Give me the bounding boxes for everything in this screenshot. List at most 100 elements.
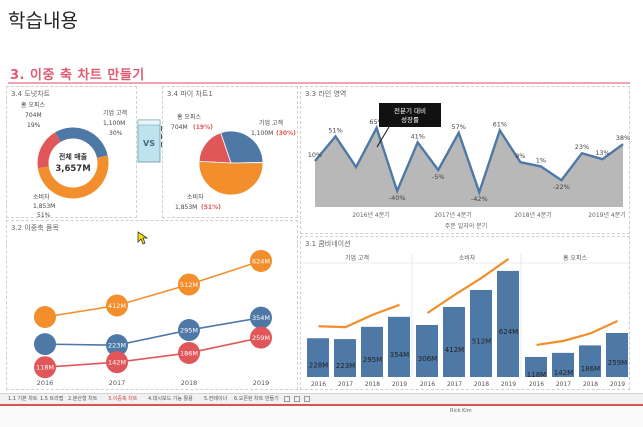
- pie-label-home-pct: (19%): [193, 124, 213, 131]
- combo-year-label: 2016: [311, 381, 326, 388]
- sheet-tab-3[interactable]: 3.이중축 차트: [108, 396, 138, 402]
- pie-label-corp-value: 1,100M: [251, 130, 273, 137]
- dual-point-label: 512M: [180, 281, 198, 289]
- line-point-label: 65%: [369, 118, 383, 126]
- dual-point: [106, 351, 128, 374]
- line-series: [314, 124, 624, 196]
- dual-x-tick-2: 2018: [181, 379, 198, 387]
- combo-bar-label: 512M: [472, 337, 491, 345]
- dual-point: [178, 341, 200, 364]
- dual-point: [178, 273, 200, 296]
- combo-bar: [416, 324, 438, 377]
- combo-year-label: 2019: [610, 381, 625, 388]
- sheet-tab-4[interactable]: 4.대시보드 기능 활용: [148, 396, 193, 402]
- pie-label-corp-name: 기업 고객: [259, 119, 283, 127]
- combo-bar-label: 228M: [309, 362, 328, 370]
- dual-point: [106, 334, 128, 357]
- donut-center-label: 전체 매출: [59, 152, 88, 161]
- sheet-tab-2[interactable]: 2.분산형 차트: [68, 396, 98, 402]
- dual-point: [34, 306, 56, 328]
- combo-year-label: 2016: [420, 381, 435, 388]
- combo-bar: [388, 316, 410, 377]
- line-tooltip: [379, 103, 441, 127]
- new-story-icon[interactable]: [304, 396, 310, 402]
- dual-point-label: 259M: [252, 334, 270, 342]
- combo-bar-label: 118M: [527, 371, 546, 379]
- mouse-cursor-icon: [137, 231, 149, 245]
- line-area-chart: 10% 51% 65% -40% 41% -5% 57% -42% 61% 8% 1% -22% 23%…: [308, 103, 630, 230]
- donut-label-home-pct: 19%: [27, 122, 41, 129]
- combo-bar: [579, 345, 601, 377]
- bottom-area: [0, 406, 643, 427]
- combo-plot: 228M 2016 223M 2017 295M 2018 354M 2019 306M 2016…: [307, 258, 628, 388]
- combo-panel-title: 3.1 콤비네이션: [305, 240, 351, 248]
- combo-bar: [552, 352, 574, 377]
- donut-label-cons-value: 1,853M: [33, 203, 55, 210]
- dual-point: [34, 333, 56, 356]
- sheet-tab-0[interactable]: 1.1 기본 차트: [8, 396, 38, 402]
- combo-line-2: [536, 319, 618, 347]
- page-title: 학습내용: [8, 10, 78, 32]
- sheet-tab-6[interactable]: 6.오픈된 차트 만들기: [234, 396, 279, 402]
- combo-year-label: 2019: [392, 381, 407, 388]
- sheet-tab-5[interactable]: 5.컨테이너: [204, 396, 228, 402]
- line-point-label: 23%: [575, 143, 589, 151]
- dual-series-line-2: [44, 336, 262, 369]
- pie-slice-2: [198, 160, 264, 196]
- pie-chart: 홈 오피스 704M (19%) 기업 고객 1,100M (30%) 소비자 …: [171, 113, 296, 211]
- line-x-axis-title: 주문 일자의 분기: [445, 222, 487, 230]
- combo-bar-label: 223M: [336, 362, 355, 370]
- donut-label-home-name: 홈 오피스: [21, 101, 45, 109]
- combo-bar-label: 295M: [363, 356, 382, 364]
- line-x-tick-2: 2018년 4분기: [514, 211, 552, 219]
- line-point-label: 51%: [328, 126, 342, 134]
- donut-panel-title: 3.4 도넛차트: [11, 90, 51, 98]
- status-bar-accent: [0, 404, 643, 406]
- dual-x-tick-3: 2019: [253, 379, 270, 387]
- line-tooltip-pointer: [376, 126, 390, 148]
- combo-bar-label: 142M: [554, 369, 573, 377]
- dual-point: [250, 326, 272, 349]
- combo-line-0: [318, 303, 400, 329]
- line-area-plot: [314, 124, 624, 207]
- line-panel: 3.3 라인 영역 10% 51% 65% -40% 41% -5% 57% -42% 61% 8…: [300, 86, 630, 234]
- sheet-tab-1[interactable]: 1.5 트리맵: [40, 396, 64, 402]
- donut-slice-1: [55, 127, 108, 159]
- donut-label-cons-pct: 51%: [37, 212, 51, 219]
- section-divider: [8, 82, 630, 84]
- donut-slice-2: [37, 155, 109, 199]
- combo-bar: [307, 338, 329, 377]
- donut-panel: 3.4 도넛차트 전체 매출 3,657M 홈 오피스 704M 19% 기업 …: [6, 86, 137, 219]
- dual-panel-title: 3.2 이중축 품목: [11, 224, 59, 232]
- dual-point-label: 223M: [108, 342, 126, 350]
- vs-text: VS: [143, 139, 155, 148]
- pie-label-home-value: 704M: [171, 124, 188, 131]
- dual-x-tick-1: 2017: [109, 379, 126, 387]
- dual-plot: 412M 512M 624M 223M 295M 354M 118M 142M 186M 259M: [34, 249, 272, 379]
- combo-line-1: [426, 258, 510, 314]
- dual-point-label: 295M: [180, 327, 198, 335]
- combo-year-label: 2018: [365, 381, 380, 388]
- pie-slices: [198, 130, 264, 196]
- dual-point-label: 118M: [36, 364, 54, 372]
- line-point-label: -42%: [471, 195, 488, 203]
- line-area-fill: [315, 128, 623, 207]
- combo-bar-label: 186M: [581, 365, 600, 373]
- section-title: 3. 이중 축 차트 만들기: [10, 68, 145, 83]
- dual-x-tick-0: 2016: [37, 379, 54, 387]
- vs-box-top: [137, 119, 161, 126]
- pie-label-cons-pct: (51%): [201, 204, 221, 211]
- new-dashboard-icon[interactable]: [294, 396, 300, 402]
- line-point-label: 57%: [452, 123, 466, 131]
- dual-point: [34, 356, 56, 379]
- line-point-label: -40%: [389, 194, 406, 202]
- combo-year-label: 2018: [583, 381, 598, 388]
- line-point-label: -5%: [432, 173, 445, 181]
- line-x-tick-0: 2016년 4분기: [352, 211, 390, 219]
- line-point-label: 41%: [410, 132, 424, 140]
- new-sheet-icon[interactable]: [284, 396, 290, 402]
- dual-point-label: 186M: [180, 349, 198, 357]
- dual-point: [250, 306, 272, 329]
- line-point-label: 8%: [515, 152, 525, 160]
- combo-bar-label: 306M: [418, 355, 437, 363]
